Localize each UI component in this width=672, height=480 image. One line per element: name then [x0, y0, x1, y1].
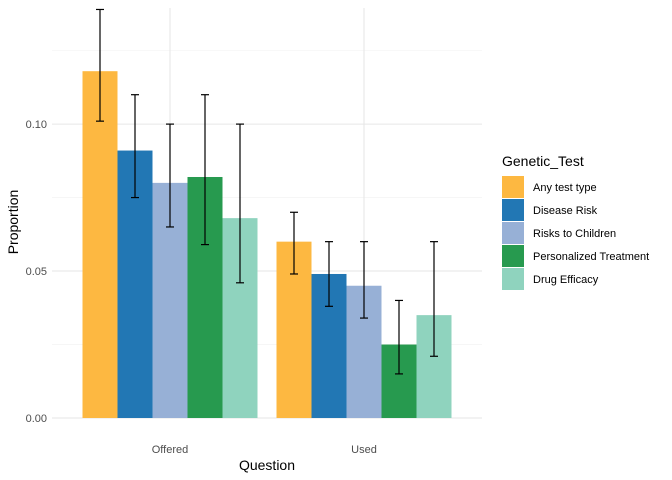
legend-key: [502, 245, 524, 267]
legend-label: Any test type: [533, 182, 597, 194]
legend-label: Drug Efficacy: [533, 274, 599, 286]
legend-key: [502, 199, 524, 221]
bar: [82, 71, 118, 418]
x-tick-label: Offered: [152, 444, 189, 456]
y-tick-label: 0.00: [26, 413, 47, 425]
bars: [82, 71, 452, 418]
x-tick-label: Used: [351, 444, 377, 456]
y-axis-title: Proportion: [5, 190, 21, 255]
legend-label: Risks to Children: [533, 228, 616, 240]
legend-key: [502, 222, 524, 244]
x-axis-title: Question: [239, 457, 295, 473]
legend-key: [502, 268, 524, 290]
legend: Genetic_Test Any test type Disease Risk Ri…: [502, 153, 649, 290]
legend-title: Genetic_Test: [502, 153, 584, 169]
y-axis-ticks: 0.00 0.05 0.10: [26, 119, 47, 425]
legend-key: [502, 176, 524, 198]
y-tick-label: 0.10: [26, 119, 47, 131]
error-bars: [96, 8, 438, 375]
x-axis-ticks: Offered Used: [152, 444, 377, 456]
legend-label: Disease Risk: [533, 205, 598, 217]
legend-label: Personalized Treatment: [533, 251, 649, 263]
y-tick-label: 0.05: [26, 266, 47, 278]
